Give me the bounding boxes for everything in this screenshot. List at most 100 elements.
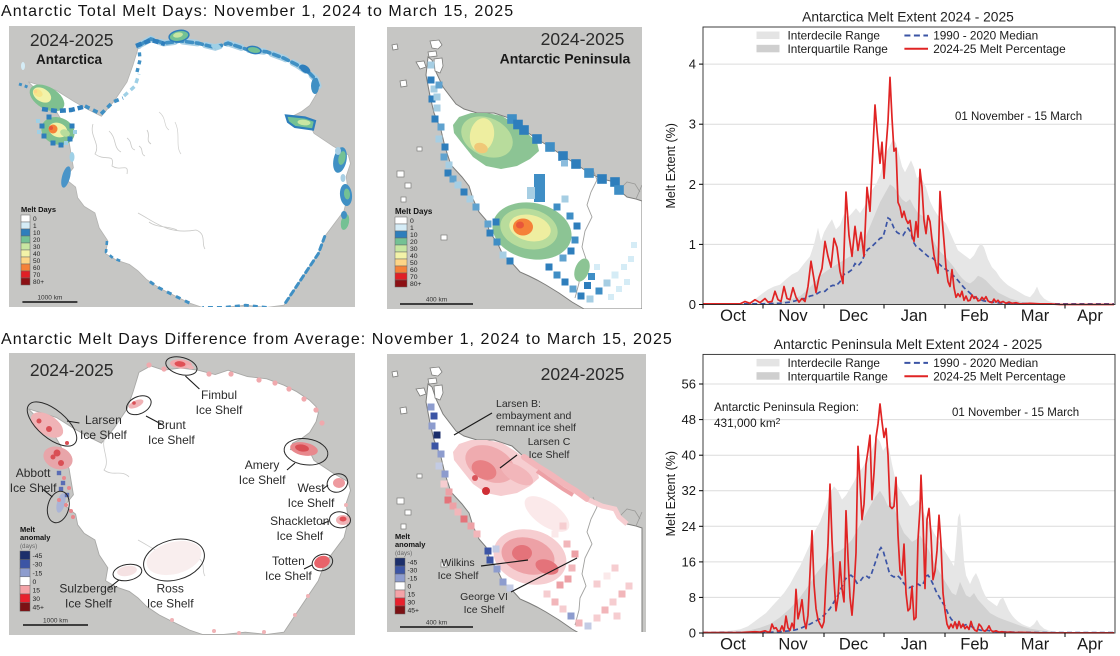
svg-text:Wilkins: Wilkins — [441, 557, 474, 569]
svg-text:-30: -30 — [33, 562, 43, 569]
svg-text:Larsen: Larsen — [85, 413, 122, 427]
svg-text:16: 16 — [682, 554, 696, 569]
svg-text:Jan: Jan — [901, 307, 928, 325]
svg-text:-30: -30 — [408, 568, 418, 575]
svg-text:Ice Shelf: Ice Shelf — [196, 403, 243, 417]
svg-text:Antarctic Peninsula Region:: Antarctic Peninsula Region: — [714, 400, 859, 414]
svg-text:2024-2025: 2024-2025 — [30, 360, 114, 380]
svg-text:Ice Shelf: Ice Shelf — [10, 481, 57, 495]
svg-text:remnant ice shelf: remnant ice shelf — [496, 422, 576, 434]
svg-text:2: 2 — [689, 177, 696, 192]
svg-text:1: 1 — [33, 223, 37, 230]
svg-text:40: 40 — [33, 251, 41, 258]
svg-text:Melt: Melt — [20, 525, 36, 534]
svg-text:Ice Shelf: Ice Shelf — [265, 569, 312, 583]
svg-text:embayment and: embayment and — [496, 410, 571, 422]
svg-text:1990 - 2020 Median: 1990 - 2020 Median — [933, 29, 1038, 43]
svg-text:2024-25 Melt Percentage: 2024-25 Melt Percentage — [933, 42, 1066, 56]
svg-text:Ice Shelf: Ice Shelf — [464, 604, 505, 616]
svg-text:Apr: Apr — [1077, 307, 1103, 325]
svg-text:2024-25 Melt Percentage: 2024-25 Melt Percentage — [933, 369, 1066, 383]
svg-text:Nov: Nov — [778, 307, 808, 325]
svg-text:2024-2025: 2024-2025 — [30, 30, 114, 50]
svg-text:1000 km: 1000 km — [37, 295, 62, 302]
svg-text:Melt: Melt — [395, 532, 411, 541]
svg-text:40: 40 — [410, 253, 418, 260]
svg-text:30: 30 — [33, 596, 41, 603]
svg-text:Oct: Oct — [720, 307, 746, 325]
svg-text:Feb: Feb — [960, 307, 988, 325]
svg-text:24: 24 — [682, 519, 696, 534]
svg-text:10: 10 — [410, 232, 418, 239]
svg-text:(days): (days) — [20, 543, 37, 550]
svg-text:20: 20 — [33, 237, 41, 244]
svg-text:Dec: Dec — [839, 307, 868, 325]
svg-text:Sulzberger: Sulzberger — [59, 582, 117, 596]
svg-text:0: 0 — [33, 579, 37, 586]
svg-text:-15: -15 — [408, 576, 418, 583]
svg-text:Ice Shelf: Ice Shelf — [288, 496, 335, 510]
svg-text:Melt Extent (%): Melt Extent (%) — [664, 123, 678, 208]
svg-text:Ice Shelf: Ice Shelf — [438, 570, 479, 582]
svg-text:Abbott: Abbott — [16, 466, 51, 480]
svg-text:Apr: Apr — [1077, 636, 1103, 654]
svg-text:Ice Shelf: Ice Shelf — [529, 449, 570, 461]
svg-text:Nov: Nov — [778, 636, 808, 654]
svg-text:0: 0 — [408, 584, 412, 591]
svg-text:Feb: Feb — [960, 636, 988, 654]
svg-text:400 km: 400 km — [426, 297, 447, 304]
svg-text:1: 1 — [410, 225, 414, 232]
svg-text:56: 56 — [682, 377, 696, 392]
svg-text:30: 30 — [410, 246, 418, 253]
svg-text:Interdecile Range: Interdecile Range — [788, 29, 881, 43]
svg-text:8: 8 — [689, 590, 696, 605]
svg-text:0: 0 — [689, 297, 696, 312]
svg-text:Antarctica: Antarctica — [36, 52, 103, 67]
svg-text:Melt Days: Melt Days — [395, 207, 433, 216]
svg-text:2024-2025: 2024-2025 — [541, 29, 625, 49]
svg-text:15: 15 — [33, 588, 41, 595]
svg-text:Interdecile Range: Interdecile Range — [788, 356, 881, 370]
svg-text:20: 20 — [410, 239, 418, 246]
svg-text:70: 70 — [33, 272, 41, 279]
svg-text:Fimbul: Fimbul — [201, 388, 237, 402]
svg-text:Ice Shelf: Ice Shelf — [65, 597, 112, 611]
svg-text:Dec: Dec — [839, 636, 868, 654]
svg-text:(days): (days) — [395, 550, 412, 557]
svg-text:0: 0 — [410, 218, 414, 225]
svg-text:48: 48 — [682, 412, 696, 427]
svg-text:Ice Shelf: Ice Shelf — [147, 597, 194, 611]
svg-text:400 km: 400 km — [426, 620, 447, 627]
svg-text:60: 60 — [33, 265, 41, 272]
svg-text:anomaly: anomaly — [395, 540, 426, 549]
svg-text:01 November - 15 March: 01 November - 15 March — [952, 407, 1079, 419]
svg-text:George VI: George VI — [460, 591, 508, 603]
svg-text:Interquartile Range: Interquartile Range — [788, 42, 889, 56]
svg-text:Mar: Mar — [1021, 307, 1050, 325]
svg-text:Ice Shelf: Ice Shelf — [80, 428, 127, 442]
svg-text:-45: -45 — [408, 560, 418, 567]
svg-text:-45: -45 — [33, 553, 43, 560]
svg-text:Melt Extent (%): Melt Extent (%) — [664, 451, 678, 536]
svg-text:Amery: Amery — [245, 458, 280, 472]
svg-text:32: 32 — [682, 483, 696, 498]
svg-text:30: 30 — [408, 600, 416, 607]
svg-text:Antarctica Melt Extent 2024 -: Antarctica Melt Extent 2024 - 2025 — [802, 10, 1014, 25]
svg-text:60: 60 — [410, 267, 418, 274]
svg-text:-15: -15 — [33, 570, 43, 577]
svg-text:anomaly: anomaly — [20, 533, 51, 542]
svg-text:Larsen C: Larsen C — [528, 436, 571, 448]
svg-text:80+: 80+ — [33, 279, 44, 286]
svg-text:Ice Shelf: Ice Shelf — [148, 433, 195, 447]
svg-text:431,000 km2: 431,000 km2 — [714, 416, 781, 430]
svg-text:40: 40 — [682, 448, 696, 463]
svg-text:50: 50 — [410, 260, 418, 267]
svg-text:1990 - 2020 Median: 1990 - 2020 Median — [933, 356, 1038, 370]
svg-text:Ross: Ross — [157, 582, 184, 596]
svg-text:4: 4 — [689, 57, 696, 72]
svg-text:45+: 45+ — [33, 605, 45, 612]
svg-text:Ice Shelf: Ice Shelf — [276, 529, 323, 543]
svg-text:West: West — [297, 481, 325, 495]
svg-text:15: 15 — [408, 592, 416, 599]
svg-text:Brunt: Brunt — [157, 418, 186, 432]
